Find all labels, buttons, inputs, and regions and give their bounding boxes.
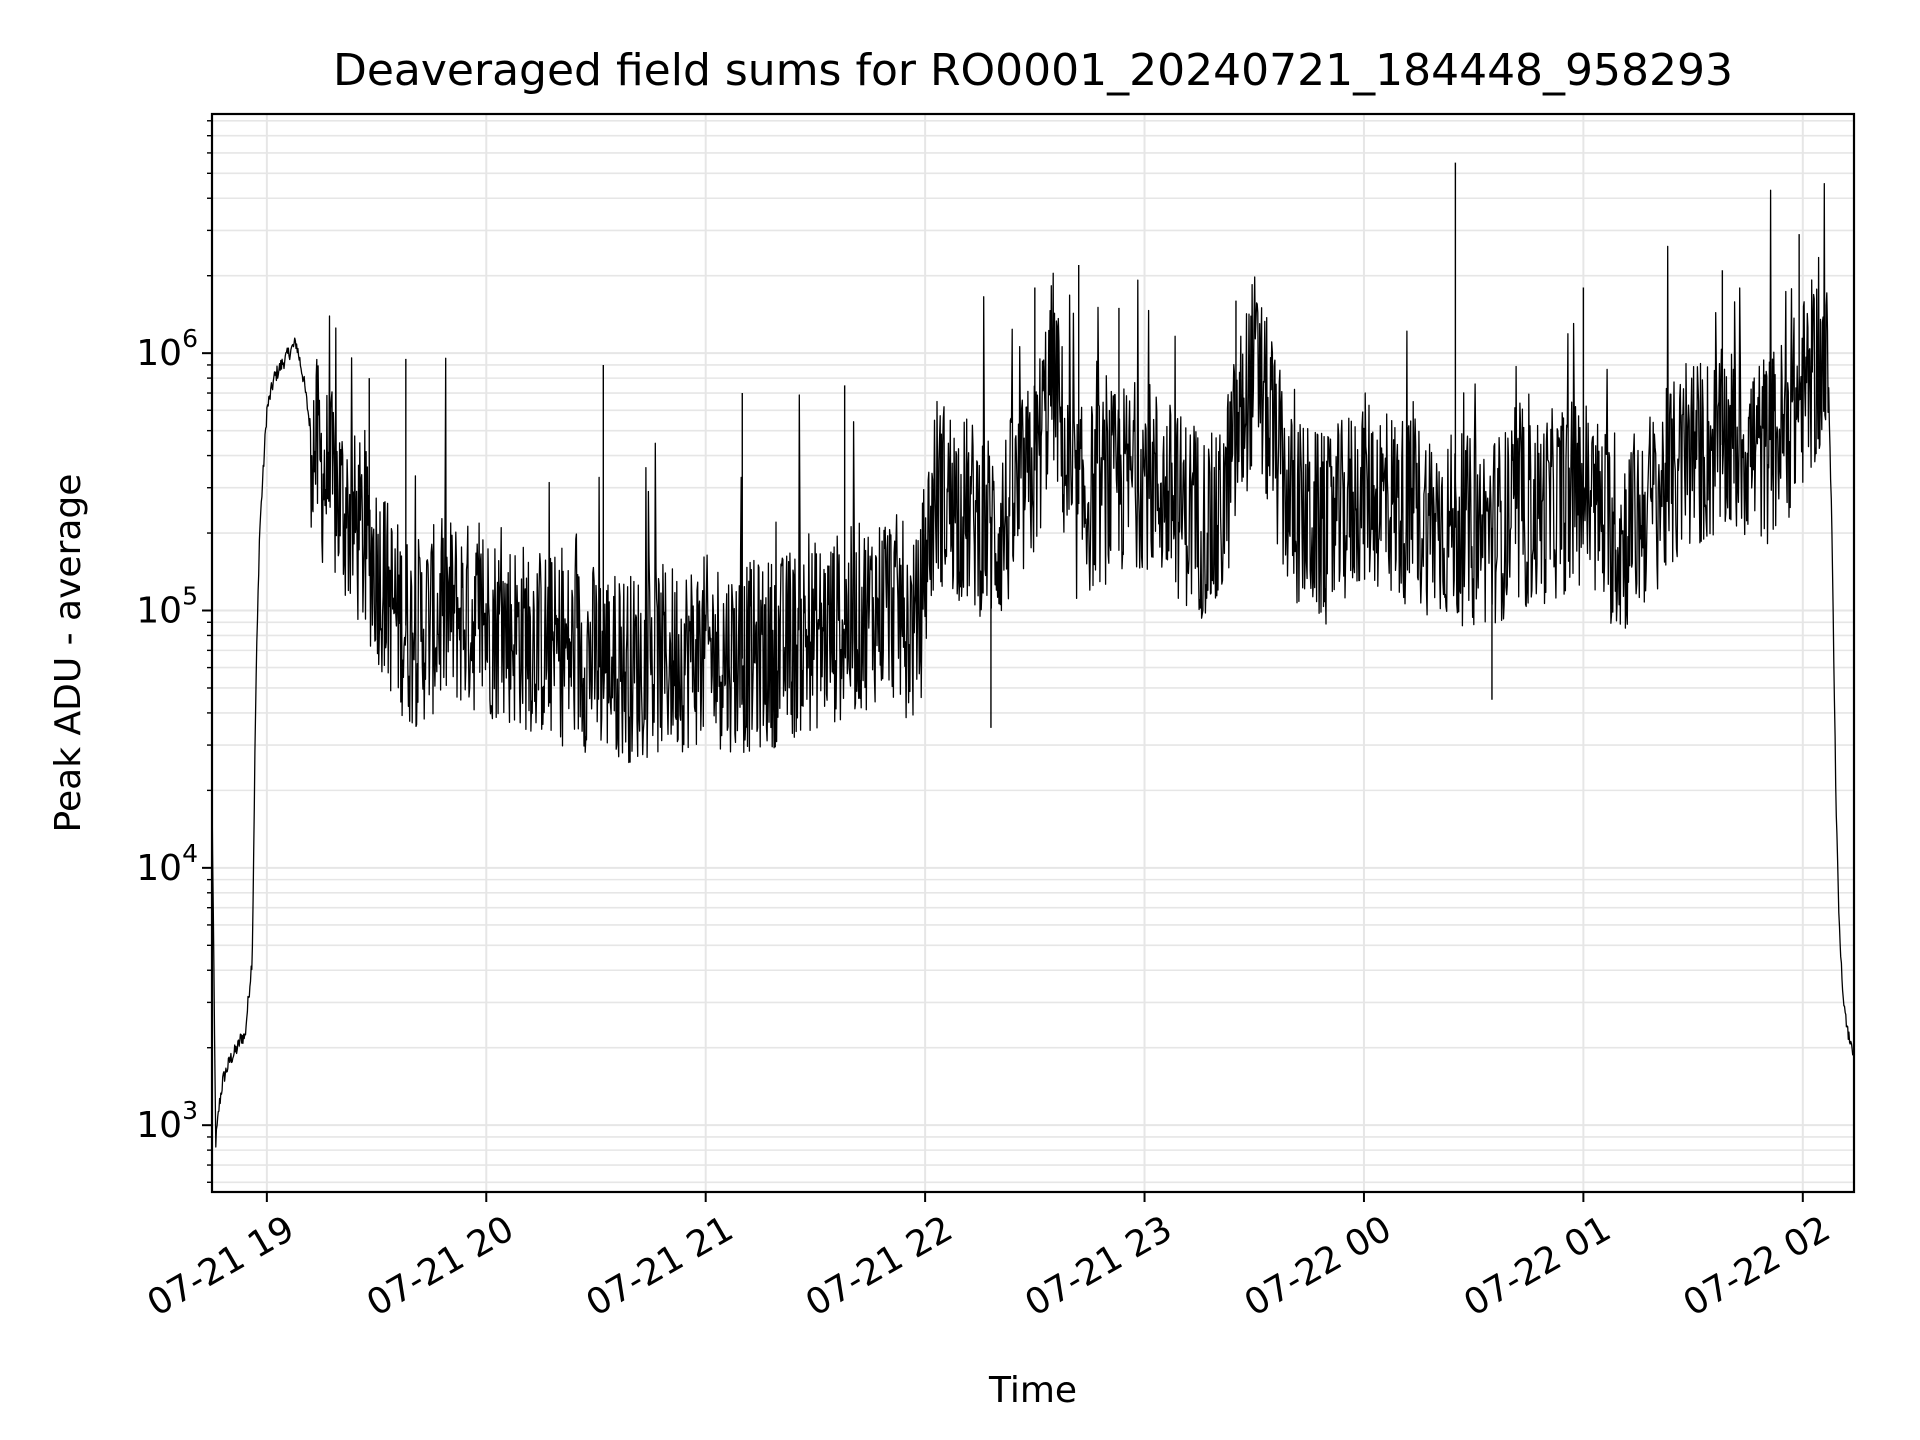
y-tick-label: 104 [136, 839, 198, 889]
y-axis-label: Peak ADU - average [48, 474, 89, 833]
series-line [211, 183, 1855, 1148]
chart-title: Deaveraged field sums for RO0001_2024072… [333, 45, 1733, 96]
y-tick-label: 105 [136, 582, 198, 632]
plot-frame [210, 112, 1856, 1194]
y-axis: 103 104 105 106 [136, 120, 212, 1183]
data-layer [211, 162, 1855, 1148]
y-tick-label: 106 [136, 324, 198, 374]
grid [212, 114, 1854, 1192]
x-axis-label: Time [988, 1370, 1077, 1411]
y-tick-label: 103 [136, 1096, 198, 1146]
